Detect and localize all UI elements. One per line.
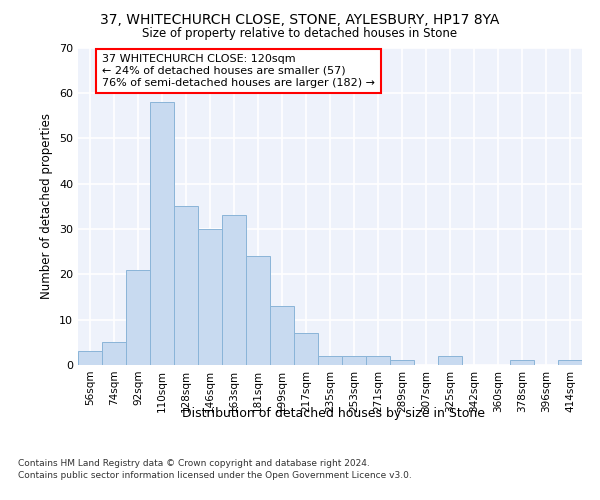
Y-axis label: Number of detached properties: Number of detached properties xyxy=(40,114,53,299)
Bar xyxy=(174,206,198,365)
Bar xyxy=(78,352,102,365)
Bar xyxy=(366,356,390,365)
Bar xyxy=(222,216,246,365)
Bar xyxy=(198,229,222,365)
Bar xyxy=(126,270,150,365)
Text: Contains HM Land Registry data © Crown copyright and database right 2024.: Contains HM Land Registry data © Crown c… xyxy=(18,458,370,468)
Text: Contains public sector information licensed under the Open Government Licence v3: Contains public sector information licen… xyxy=(18,471,412,480)
Bar xyxy=(390,360,414,365)
Bar xyxy=(246,256,270,365)
Bar xyxy=(558,360,582,365)
Bar xyxy=(510,360,534,365)
Bar xyxy=(318,356,342,365)
Text: Distribution of detached houses by size in Stone: Distribution of detached houses by size … xyxy=(182,408,485,420)
Bar xyxy=(150,102,174,365)
Bar xyxy=(294,333,318,365)
Bar xyxy=(270,306,294,365)
Text: Size of property relative to detached houses in Stone: Size of property relative to detached ho… xyxy=(142,28,458,40)
Text: 37 WHITECHURCH CLOSE: 120sqm
← 24% of detached houses are smaller (57)
76% of se: 37 WHITECHURCH CLOSE: 120sqm ← 24% of de… xyxy=(102,54,375,88)
Bar xyxy=(102,342,126,365)
Text: 37, WHITECHURCH CLOSE, STONE, AYLESBURY, HP17 8YA: 37, WHITECHURCH CLOSE, STONE, AYLESBURY,… xyxy=(100,12,500,26)
Bar xyxy=(342,356,366,365)
Bar xyxy=(438,356,462,365)
